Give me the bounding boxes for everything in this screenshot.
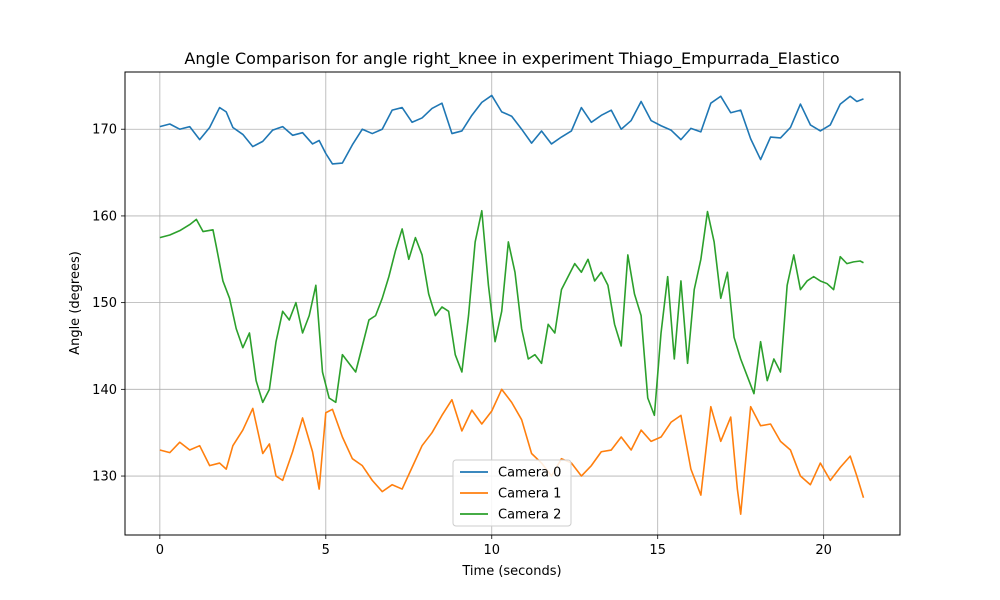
legend-label-camera-2: Camera 2 <box>498 508 561 523</box>
x-tick-label: 5 <box>322 543 330 558</box>
legend-label-camera-0: Camera 0 <box>498 466 561 481</box>
series-line-camera-0 <box>159 94 864 165</box>
legend-box <box>452 459 572 527</box>
series-line-camera-1 <box>159 388 865 515</box>
plot-frame <box>124 71 901 536</box>
x-tick-label: 20 <box>815 543 832 558</box>
series-line-camera-2 <box>159 209 864 417</box>
chart-title: Angle Comparison for angle right_knee in… <box>184 49 839 69</box>
x-tick-label: 15 <box>649 543 666 558</box>
y-tick-label: 170 <box>92 123 117 138</box>
y-axis-label: Angle (degrees) <box>68 251 83 355</box>
plot-series <box>159 94 865 515</box>
x-tick-label: 10 <box>483 543 500 558</box>
y-tick-label: 130 <box>92 470 117 485</box>
x-tick-label: 0 <box>156 543 164 558</box>
legend: Camera 0 Camera 1 Camera 2 <box>452 459 572 527</box>
legend-label-camera-1: Camera 1 <box>498 487 561 502</box>
y-tick-label: 160 <box>92 209 117 224</box>
x-axis-label: Time (seconds) <box>461 564 561 579</box>
y-tick-label: 140 <box>92 383 117 398</box>
y-tick-label: 150 <box>92 296 117 311</box>
axis-ticks: 0 5 10 15 20 130 140 150 160 170 <box>92 123 832 558</box>
